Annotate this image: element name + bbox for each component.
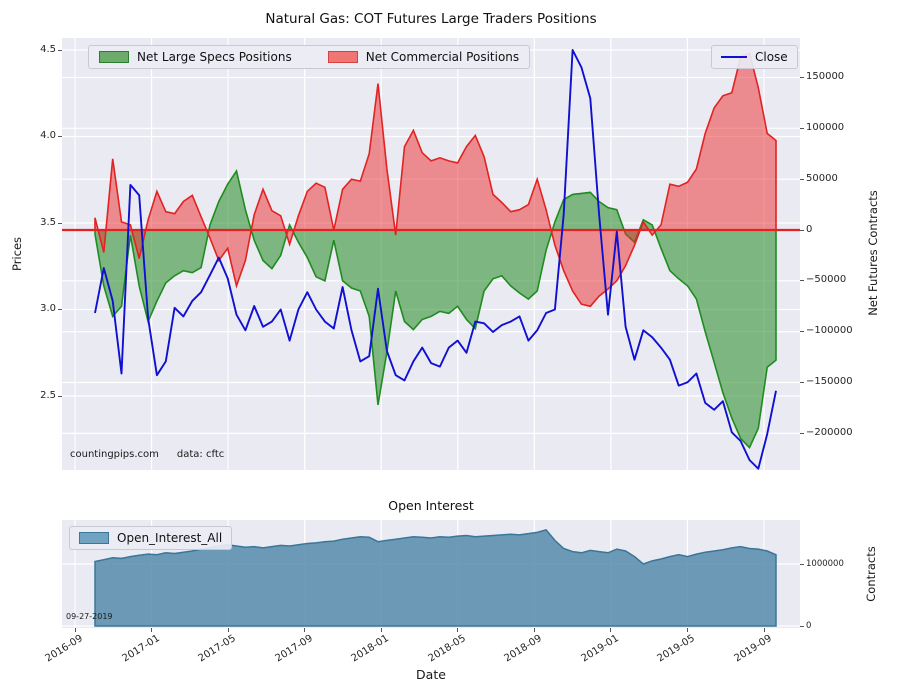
main-chart-title: Natural Gas: COT Futures Large Traders P… xyxy=(265,11,597,27)
legend-label-specs: Net Large Specs Positions xyxy=(137,50,292,64)
report-date-annotation: 09-27-2019 xyxy=(66,612,113,621)
y-tick-label-left: 4.0 xyxy=(40,130,56,141)
tick-mark xyxy=(610,628,612,632)
tick-mark xyxy=(533,628,535,632)
main-plot-canvas xyxy=(62,38,800,470)
tick-mark xyxy=(58,395,62,397)
tick-mark xyxy=(58,309,62,310)
tick-mark xyxy=(800,127,804,129)
open-interest-title: Open Interest xyxy=(388,498,474,513)
y-tick-label-left: 2.5 xyxy=(40,389,56,401)
legend-label-commercials: Net Commercial Positions xyxy=(365,50,520,64)
tick-mark xyxy=(151,628,153,632)
y-tick-label-right: 0 xyxy=(806,223,813,235)
watermark-site: countingpips.com xyxy=(70,449,159,460)
steelblue-area-swatch-icon xyxy=(79,532,109,544)
y-tick-label-right: −200000 xyxy=(806,426,853,438)
y-tick-label-right: −100000 xyxy=(806,325,853,337)
tick-mark xyxy=(227,628,229,632)
watermark: countingpips.com data: cftc xyxy=(70,449,224,460)
y-tick-label-left: 3.5 xyxy=(40,216,56,228)
tick-mark xyxy=(74,628,76,632)
commercials-area xyxy=(94,51,777,308)
legend-item-net-large-specs: Net Large Specs Positions xyxy=(99,50,292,64)
legend-item-net-commercials: Net Commercial Positions xyxy=(327,50,520,64)
tick-mark xyxy=(800,382,804,383)
tick-mark xyxy=(58,136,62,137)
tick-mark xyxy=(58,222,62,224)
blue-line-sample-icon xyxy=(721,56,747,58)
tick-mark xyxy=(800,625,804,627)
y-axis-label-prices: Prices xyxy=(10,236,24,272)
tick-mark xyxy=(58,49,62,51)
watermark-source: data: cftc xyxy=(176,449,225,460)
tick-mark xyxy=(800,432,804,434)
tick-mark xyxy=(800,178,804,180)
tick-mark xyxy=(304,628,306,632)
y-tick-label-right: −50000 xyxy=(806,274,847,286)
oi-tick-label: 1000000 xyxy=(806,558,844,569)
tick-mark xyxy=(380,628,382,632)
y-tick-label-left: 3.0 xyxy=(40,303,56,314)
y-tick-label-right: 150000 xyxy=(806,70,845,82)
tick-mark xyxy=(800,229,804,231)
y-axis-label-net-futures-contracts: Net Futures Contracts xyxy=(866,190,880,316)
tick-mark xyxy=(686,628,688,632)
tick-mark xyxy=(800,331,804,333)
oi-tick-label: 0 xyxy=(806,620,812,631)
green-area-swatch-icon xyxy=(99,51,129,63)
close-legend: Close xyxy=(711,45,798,69)
specs-area xyxy=(94,169,777,449)
red-area-swatch-icon xyxy=(327,51,358,63)
y-tick-label-right: −150000 xyxy=(806,376,853,387)
tick-mark xyxy=(763,628,765,632)
tick-mark xyxy=(800,280,804,282)
tick-mark xyxy=(800,76,804,78)
y-axis-label-contracts: Contracts xyxy=(864,546,878,602)
tick-mark xyxy=(457,628,459,632)
main-legend: Net Large Specs Positions Net Commercial… xyxy=(88,45,531,69)
y-tick-label-left: 4.5 xyxy=(40,43,56,55)
main-plot-area xyxy=(62,38,800,470)
tick-mark xyxy=(800,563,804,565)
legend-label-close: Close xyxy=(755,50,788,64)
open-interest-legend: Open_Interest_All xyxy=(69,526,233,550)
y-tick-label-right: 50000 xyxy=(806,172,838,184)
x-axis-label-date: Date xyxy=(416,667,446,682)
legend-label-open-interest: Open_Interest_All xyxy=(117,531,223,545)
close-line xyxy=(94,49,777,470)
y-tick-label-right: 100000 xyxy=(806,121,845,133)
